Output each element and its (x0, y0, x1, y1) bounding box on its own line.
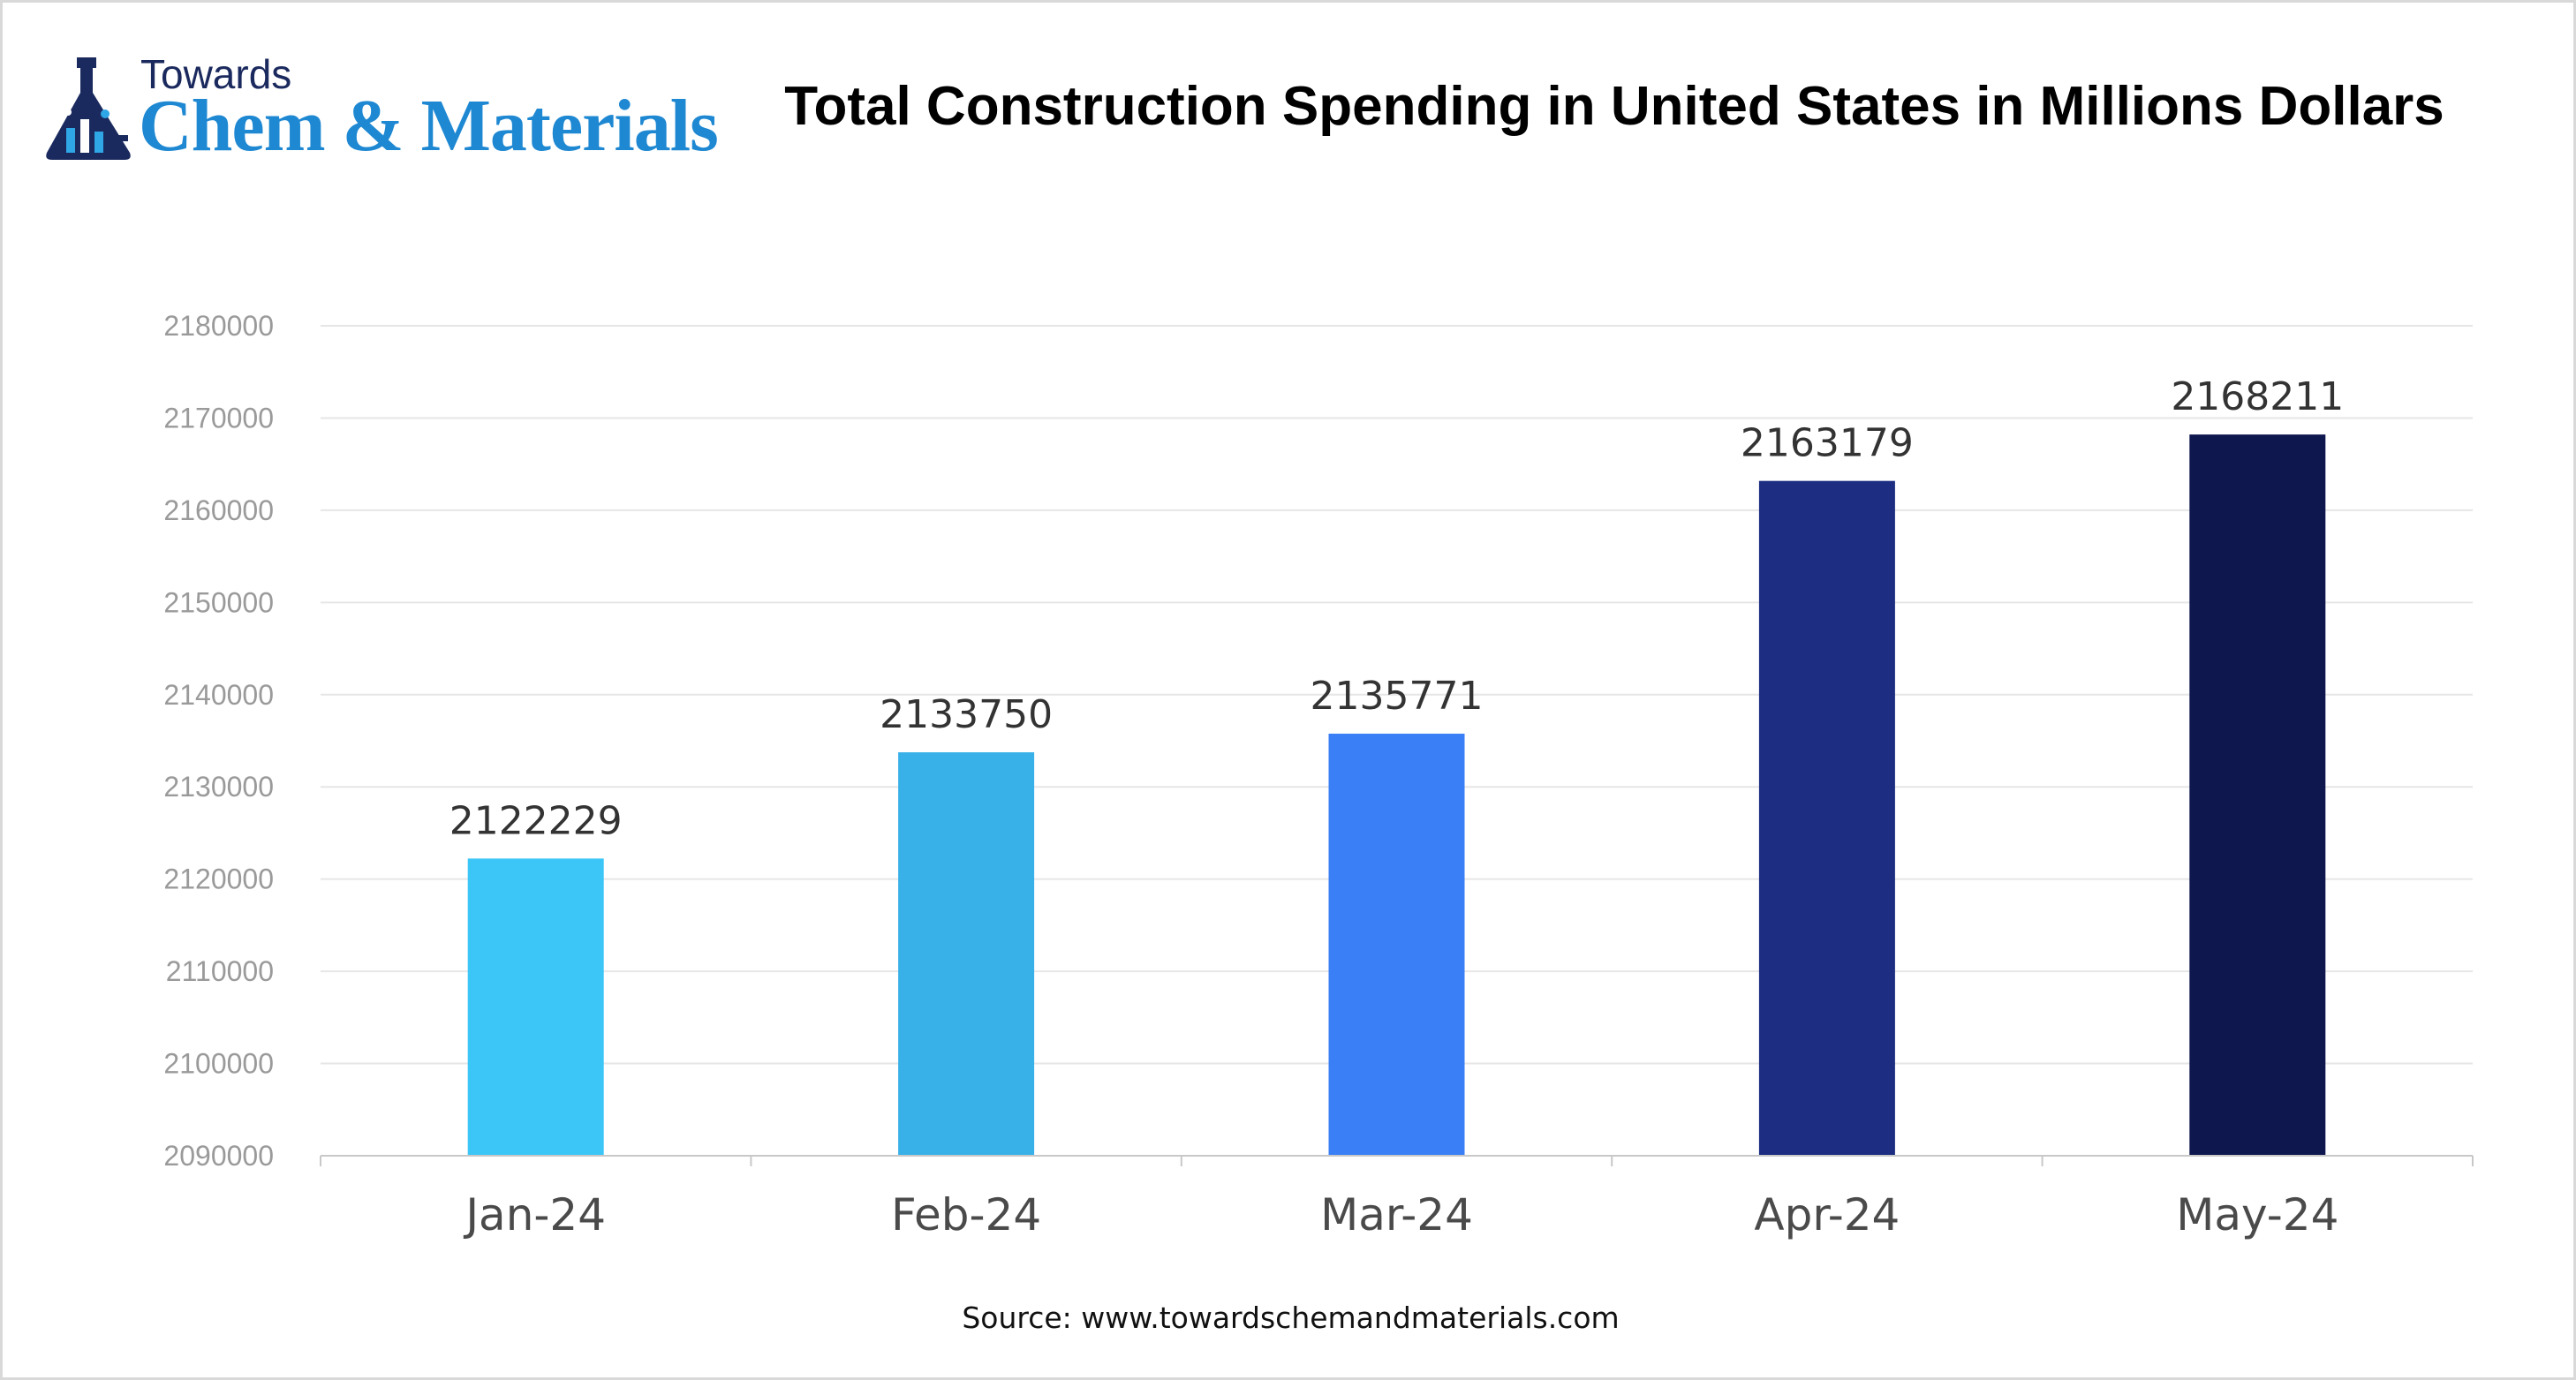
bar-jan-24 (467, 858, 604, 1156)
x-axis (320, 1155, 2474, 1166)
data-label: 2135771 (1311, 674, 1484, 719)
y-tick-label: 2180000 (163, 310, 274, 342)
logo-towards-text: Towards (140, 51, 292, 97)
y-tick-label: 2090000 (163, 1140, 274, 1172)
data-label: 2168211 (2171, 374, 2344, 419)
x-category-label: Jan-24 (463, 1189, 606, 1240)
data-labels: 2122229 2133750 2135771 2163179 2168211 (449, 374, 2345, 843)
y-tick-label: 2120000 (163, 863, 274, 895)
x-category-label: Apr-24 (1754, 1189, 1900, 1240)
y-tick-label: 2150000 (163, 586, 274, 618)
x-category-label: Mar-24 (1320, 1189, 1473, 1240)
bar-feb-24 (898, 752, 1035, 1156)
x-category-label: Feb-24 (891, 1189, 1041, 1240)
bar-may-24 (2189, 434, 2326, 1157)
y-axis-ticks: 2090000 2100000 2110000 2120000 2130000 21400… (163, 310, 274, 1172)
y-tick-label: 2130000 (163, 771, 274, 803)
flask-icon (46, 57, 131, 160)
y-tick-label: 2110000 (166, 955, 274, 987)
y-tick-label: 2140000 (163, 679, 274, 711)
y-tick-label: 2100000 (163, 1048, 274, 1080)
bars (467, 434, 2326, 1157)
bar-mar-24 (1328, 733, 1465, 1156)
brand-logo: Towards Chem & Materials (42, 50, 719, 165)
chart-title: Total Construction Spending in United St… (784, 76, 2444, 137)
data-label: 2133750 (880, 692, 1053, 737)
category-labels: Jan-24 Feb-24 Mar-24 Apr-24 May-24 (463, 1189, 2338, 1240)
x-category-label: May-24 (2176, 1189, 2338, 1240)
bar-chart: 2090000 2100000 2110000 2120000 2130000 21400… (163, 310, 2474, 1240)
data-label: 2163179 (1741, 421, 1914, 466)
logo-chem-materials-text: Chem & Materials (139, 85, 719, 167)
data-label: 2122229 (449, 798, 623, 843)
source-note: Source: www.towardschemandmaterials.com (962, 1301, 1620, 1335)
y-tick-label: 2170000 (163, 402, 274, 434)
bar-apr-24 (1758, 480, 1895, 1156)
y-tick-label: 2160000 (163, 494, 274, 526)
